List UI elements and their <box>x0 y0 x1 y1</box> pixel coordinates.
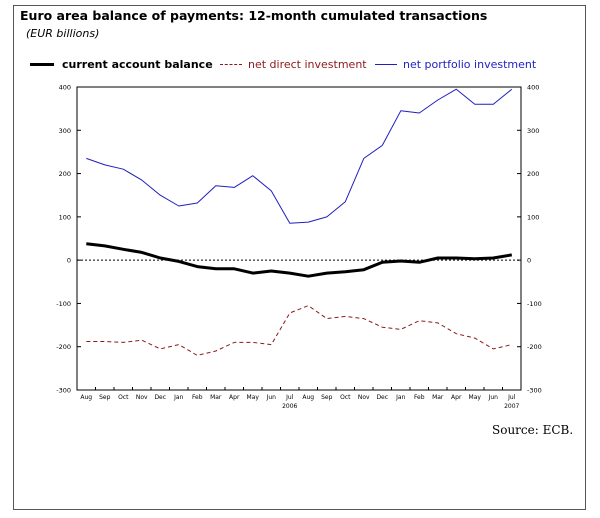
x-tick-label: Aug <box>302 394 314 401</box>
chart-title: Euro area balance of payments: 12-month … <box>20 8 488 23</box>
y-tick-label-left: 100 <box>59 213 71 221</box>
x-tick-label: Dec <box>376 394 388 401</box>
y-tick-label-right: -300 <box>527 387 542 395</box>
y-tick-label-left: 200 <box>59 170 71 178</box>
y-tick-label-left: 0 <box>67 257 71 265</box>
x-tick-label: Jun <box>266 394 277 401</box>
chart-frame <box>13 5 586 510</box>
y-tick-label-right: 400 <box>527 84 539 92</box>
y-tick-label-left: -100 <box>56 300 71 308</box>
x-tick-label: Jan <box>173 394 183 401</box>
y-tick-label-right: -100 <box>527 300 542 308</box>
x-tick-label: Feb <box>192 394 203 401</box>
y-tick-label-right: 200 <box>527 170 539 178</box>
x-tick-label: May <box>469 394 482 401</box>
series-line-direct-investment <box>86 305 512 356</box>
x-year-label: 2007 <box>504 403 519 410</box>
x-tick-label: Jul <box>507 394 516 401</box>
y-tick-label-right: 0 <box>527 257 531 265</box>
x-tick-label: Feb <box>414 394 425 401</box>
x-tick-label: Jun <box>488 394 499 401</box>
x-tick-label: Jul <box>285 394 294 401</box>
series-line-portfolio-investment <box>86 88 513 224</box>
legend-swatch-current-account <box>30 63 54 66</box>
legend-swatch-direct-investment <box>220 64 242 65</box>
source-note: Source: ECB. <box>492 423 574 437</box>
series-line-current-account <box>86 242 513 278</box>
y-tick-label-left: -200 <box>56 343 71 351</box>
y-tick-label-right: 100 <box>527 213 539 221</box>
y-tick-label-left: 300 <box>59 127 71 135</box>
x-tick-label: Dec <box>154 394 166 401</box>
legend-label-direct-investment: net direct investment <box>248 58 367 71</box>
y-tick-label-left: 400 <box>59 84 71 92</box>
x-tick-label: Oct <box>340 394 351 401</box>
x-tick-label: Sep <box>321 394 333 401</box>
x-tick-label: Apr <box>229 394 240 401</box>
x-tick-label: Oct <box>118 394 129 401</box>
x-tick-label: Sep <box>99 394 111 401</box>
plot-area-border <box>76 86 522 391</box>
x-tick-label: Nov <box>358 394 370 401</box>
x-tick-label: Aug <box>80 394 92 401</box>
x-tick-label: Mar <box>432 394 444 401</box>
chart-subtitle: (EUR billions) <box>26 27 100 40</box>
y-tick-label-right: 300 <box>527 127 539 135</box>
legend-label-portfolio-investment: net portfolio investment <box>403 58 537 71</box>
y-tick-label-right: -200 <box>527 343 542 351</box>
x-tick-label: Jan <box>395 394 405 401</box>
x-tick-label: Mar <box>210 394 222 401</box>
x-tick-label: May <box>247 394 260 401</box>
legend-swatch-portfolio-investment <box>375 64 397 65</box>
x-tick-label: Apr <box>451 394 462 401</box>
x-tick-label: Nov <box>136 394 148 401</box>
legend-label-current-account: current account balance <box>62 58 213 71</box>
x-year-label: 2006 <box>282 403 297 410</box>
y-tick-label-left: -300 <box>56 387 71 395</box>
